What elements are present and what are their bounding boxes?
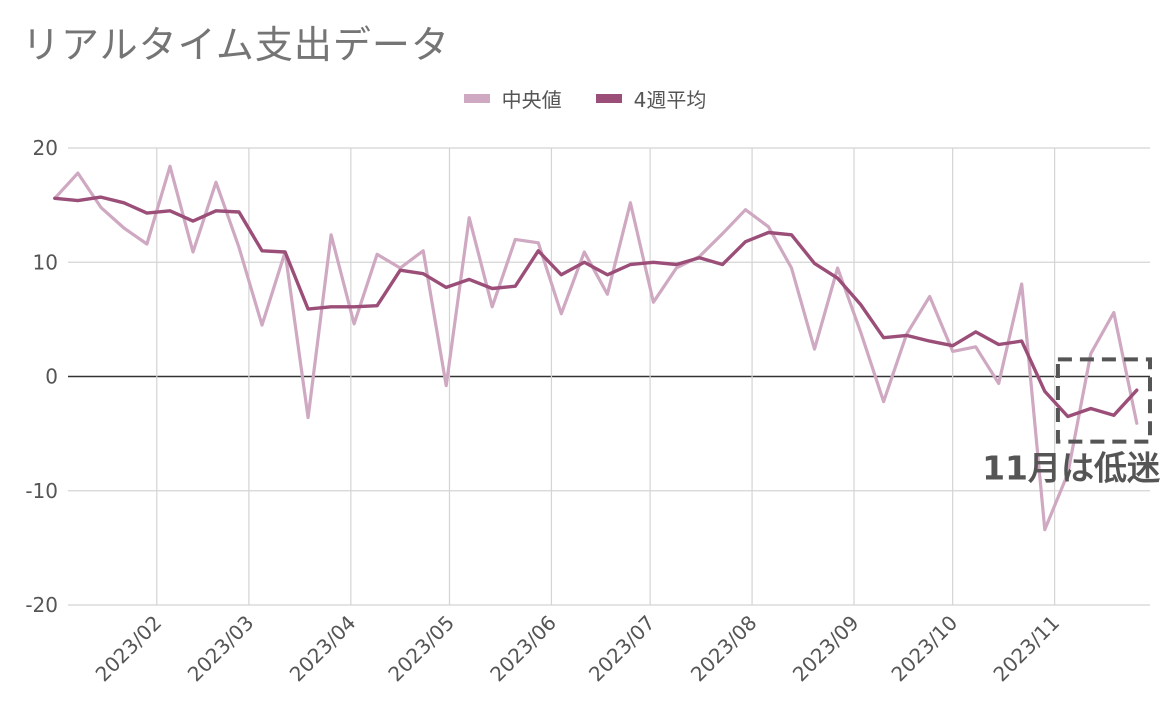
x-tick-label: 2023/08: [686, 611, 762, 687]
x-tick-label: 2023/10: [886, 611, 962, 687]
x-tick-label: 2023/06: [485, 611, 561, 687]
legend-item-median: 中央値: [463, 84, 562, 113]
annotation-box: [1055, 357, 1153, 444]
y-tick-label: -10: [25, 479, 58, 503]
y-tick-label: -20: [25, 593, 58, 617]
y-tick-label: 0: [45, 365, 58, 389]
y-tick-label: 20: [33, 136, 58, 160]
x-tick-label: 2023/03: [183, 611, 259, 687]
x-tick-label: 2023/04: [285, 611, 361, 687]
series-line-4week-average: [53, 195, 1139, 419]
legend-label-4week-average: 4週平均: [633, 88, 707, 112]
chart-title: リアルタイム支出データ: [22, 23, 450, 67]
series-line-median: [53, 164, 1139, 532]
x-tick-label: 2023/11: [988, 611, 1064, 687]
x-tick-label: 2023/09: [788, 611, 864, 687]
annotation-label: 11月は低迷: [982, 449, 1161, 488]
legend-swatch-median: [463, 94, 490, 103]
x-tick-label: 2023/02: [91, 611, 167, 687]
legend-swatch-4week-average: [595, 94, 622, 103]
legend-label-median: 中央値: [501, 88, 562, 112]
x-tick-label: 2023/07: [584, 611, 660, 687]
y-tick-label: 10: [33, 250, 58, 274]
legend-item-4week-average: 4週平均: [595, 84, 707, 113]
chart-legend: 中央値 4週平均: [0, 84, 1170, 113]
x-tick-label: 2023/05: [383, 611, 459, 687]
